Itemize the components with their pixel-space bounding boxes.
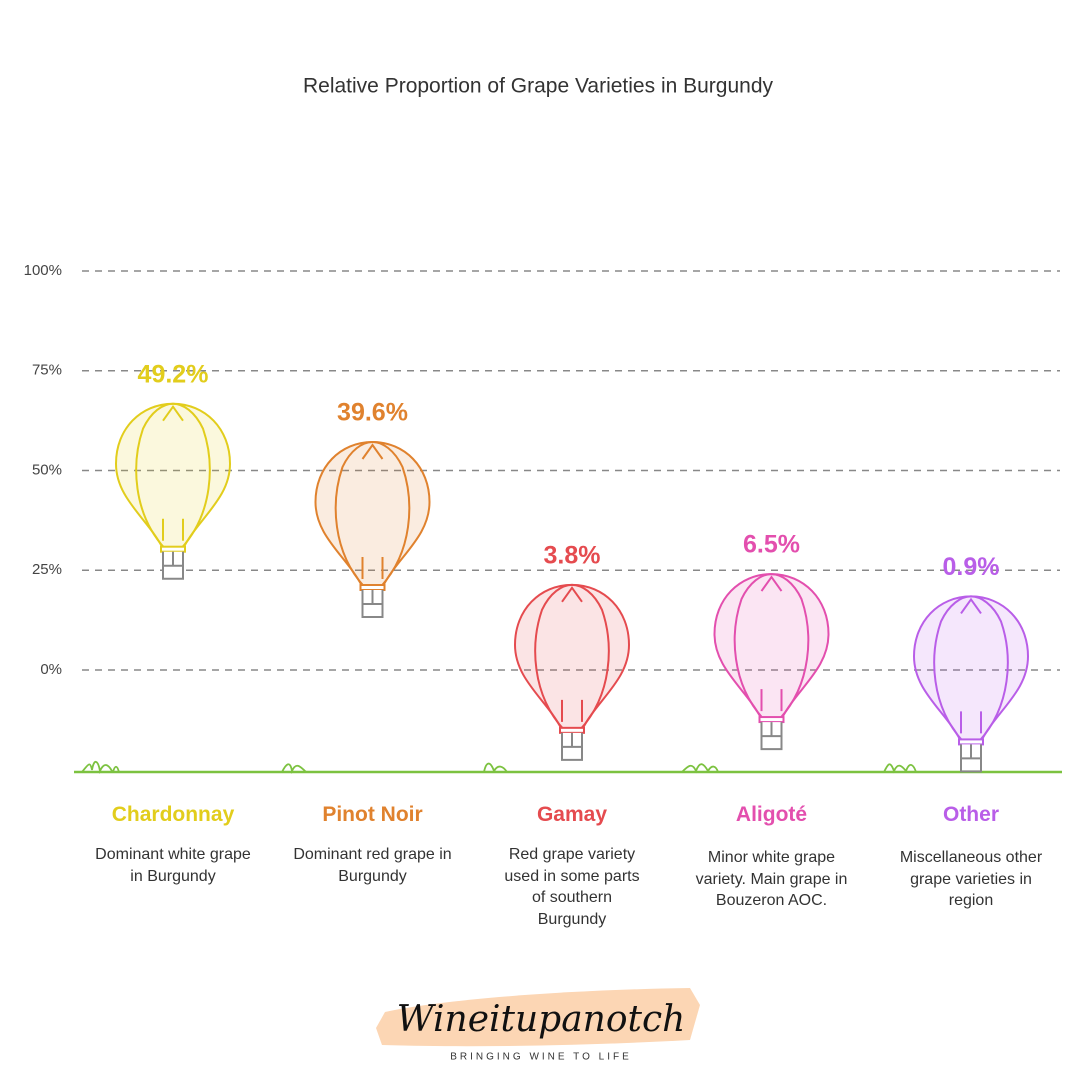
- category-label: Chardonnay: [111, 803, 235, 826]
- category-description: Dominant white grape in Burgundy: [95, 846, 251, 885]
- category-label: Aligoté: [735, 803, 808, 826]
- balloon: [314, 440, 431, 618]
- value-label: 39.6%: [337, 399, 408, 427]
- logo-name: Wineitupanotch: [397, 999, 686, 1040]
- y-tick-label: 75%: [32, 362, 62, 379]
- basket: [561, 732, 583, 761]
- balloon-band: [559, 726, 585, 734]
- balloon-band: [958, 738, 984, 746]
- value-label: 0.9%: [943, 553, 1000, 581]
- basket-body: [162, 551, 184, 580]
- balloon-ribs: [534, 583, 610, 731]
- basket-body: [561, 732, 583, 761]
- category-label: Gamay: [536, 803, 608, 826]
- balloon-envelope: [912, 595, 1030, 743]
- balloon: [114, 402, 232, 580]
- value-label: 49.2%: [138, 360, 209, 388]
- category-description: Red grape variety used in some parts of …: [504, 846, 640, 928]
- balloon-band: [758, 716, 785, 724]
- category-label: Pinot Noir: [322, 803, 423, 826]
- category-description: Dominant red grape in Burgundy: [293, 846, 452, 885]
- value-label: 3.8%: [544, 541, 601, 569]
- balloon-envelope: [114, 402, 232, 550]
- balloon-band: [359, 583, 386, 591]
- balloon-band: [160, 545, 186, 553]
- balloon-ribs: [933, 595, 1009, 743]
- y-tick-label: 100%: [24, 262, 62, 279]
- logo-tagline: BRINGING WINE TO LIFE: [450, 1052, 632, 1063]
- balloon: [513, 583, 631, 761]
- balloon-envelope: [513, 583, 631, 731]
- category-description: Miscellaneous other grape varieties in r…: [899, 849, 1043, 909]
- y-tick-label: 0%: [40, 661, 62, 678]
- basket: [361, 589, 384, 618]
- balloon: [912, 595, 1030, 773]
- grass: [81, 760, 917, 775]
- category-description: Minor white grape variety. Main grape in…: [695, 849, 848, 909]
- basket-body: [760, 722, 783, 751]
- balloon-ribs: [733, 573, 810, 720]
- balloon-ribs: [334, 440, 411, 588]
- balloon-envelope: [314, 440, 431, 588]
- chart-title: Relative Proportion of Grape Varieties i…: [303, 75, 774, 98]
- value-label: 6.5%: [743, 531, 800, 559]
- basket: [760, 722, 783, 751]
- basket: [960, 744, 982, 773]
- balloon-envelope: [713, 573, 830, 721]
- y-tick-label: 25%: [32, 561, 62, 578]
- category-label: Other: [942, 803, 999, 826]
- basket-body: [960, 744, 982, 773]
- y-tick-label: 50%: [32, 461, 62, 478]
- logo-swash: [376, 988, 700, 1047]
- basket: [162, 551, 184, 580]
- basket-body: [361, 589, 384, 618]
- balloon-ribs: [135, 402, 211, 550]
- balloon: [713, 573, 830, 751]
